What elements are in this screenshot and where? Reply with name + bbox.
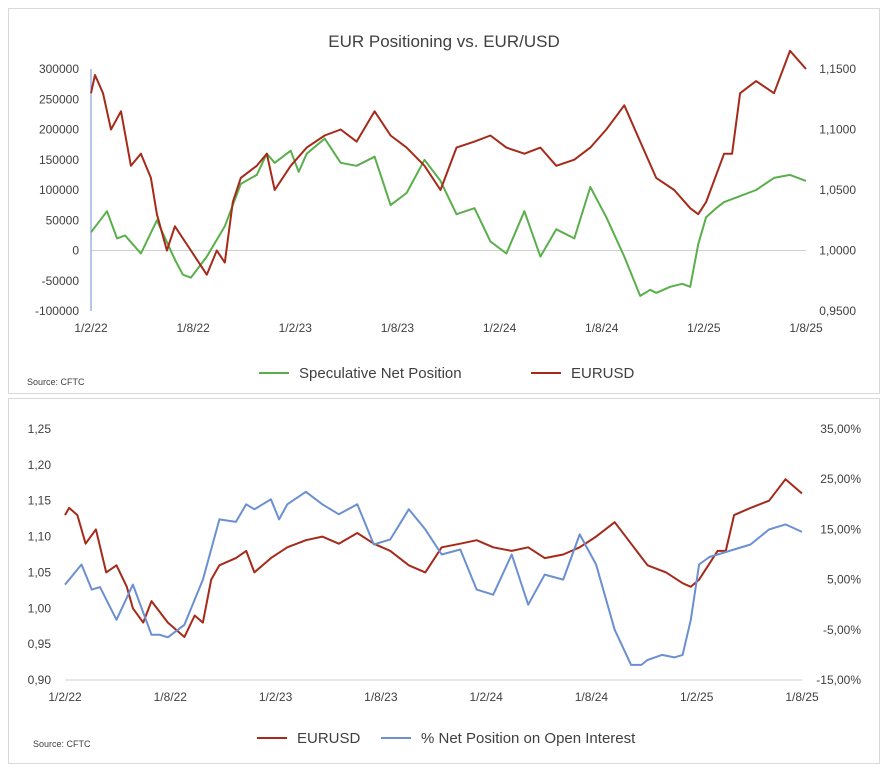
y-left-tick-label: 0,95 (28, 637, 52, 651)
y-left-tick-label: 1,10 (28, 530, 52, 544)
positioning-chart: EUR Positioning vs. EUR/USD Source: CFTC… (27, 32, 856, 387)
y-right-tick-label: 1,0000 (819, 244, 856, 258)
y-right-tick-label: 25,00% (820, 472, 861, 486)
y-left-tick-label: 50000 (46, 213, 80, 227)
y-left-tick-label: -100000 (35, 304, 79, 318)
x-tick-label: 1/2/25 (680, 690, 714, 704)
x-tick-label: 1/2/24 (469, 690, 503, 704)
y-left-tick-label: 1,15 (28, 494, 52, 508)
y-right-tick-label: -15,00% (816, 673, 861, 687)
series-line-speculative-net-position (90, 137, 807, 297)
y-left-tick-label: 100000 (39, 183, 79, 197)
y-right-tick-label: 1,0500 (819, 183, 856, 197)
x-tick-label: 1/2/23 (259, 690, 293, 704)
y-left-tick-label: 1,25 (28, 422, 52, 436)
x-tick-label: 1/8/25 (789, 321, 823, 335)
x-tick-label: 1/2/23 (279, 321, 313, 335)
x-tick-label: 1/2/22 (48, 690, 82, 704)
y-left-tick-label: 1,05 (28, 565, 52, 579)
chart-source: Source: CFTC (33, 739, 91, 749)
y-right-tick-label: 1,1000 (819, 123, 856, 137)
x-tick-label: 1/8/23 (381, 321, 415, 335)
y-right-tick-label: 15,00% (820, 522, 861, 536)
x-tick-label: 1/8/25 (785, 690, 819, 704)
y-right-tick-label: 35,00% (820, 422, 861, 436)
x-tick-label: 1/2/25 (687, 321, 721, 335)
y-right-tick-label: -5,00% (823, 623, 861, 637)
y-left-tick-label: 0 (72, 244, 79, 258)
legend-label: % Net Position on Open Interest (421, 730, 636, 747)
x-tick-label: 1/2/22 (74, 321, 108, 335)
y-right-tick-label: 0,9500 (819, 304, 856, 318)
y-left-tick-label: 150000 (39, 153, 79, 167)
x-tick-label: 1/8/22 (154, 690, 188, 704)
x-tick-label: 1/8/24 (585, 321, 619, 335)
y-right-tick-label: 5,00% (827, 573, 861, 587)
y-left-tick-label: 1,20 (28, 458, 52, 472)
x-tick-label: 1/8/24 (575, 690, 609, 704)
chart-panel-net-position: Source: CFTC 1,25 1,20 1,15 1,10 1,05 1,00 0,9… (8, 398, 880, 764)
y-left-tick-label: 200000 (39, 123, 79, 137)
y-left-tick-label: 250000 (39, 92, 79, 106)
x-tick-label: 1/2/24 (483, 321, 517, 335)
y-right-tick-label: 1,1500 (819, 62, 856, 76)
x-tick-label: 1/8/23 (364, 690, 398, 704)
series-line-net-position-on-open-interest (64, 490, 803, 666)
y-left-tick-label: -50000 (42, 274, 80, 288)
net-position-chart: Source: CFTC 1,25 1,20 1,15 1,10 1,05 1,00 0,9… (28, 422, 862, 749)
chart-title: EUR Positioning vs. EUR/USD (328, 32, 559, 51)
y-left-tick-label: 300000 (39, 62, 79, 76)
chart-panel-positioning: EUR Positioning vs. EUR/USD Source: CFTC… (8, 8, 880, 394)
chart-source: Source: CFTC (27, 377, 85, 387)
y-left-tick-label: 1,00 (28, 601, 52, 615)
legend-label: EURUSD (297, 730, 361, 747)
y-left-tick-label: 0,90 (28, 673, 52, 687)
series-line-eurusd (90, 49, 807, 276)
legend-label: Speculative Net Position (299, 365, 462, 382)
legend-label: EURUSD (571, 365, 635, 382)
x-tick-label: 1/8/22 (176, 321, 210, 335)
